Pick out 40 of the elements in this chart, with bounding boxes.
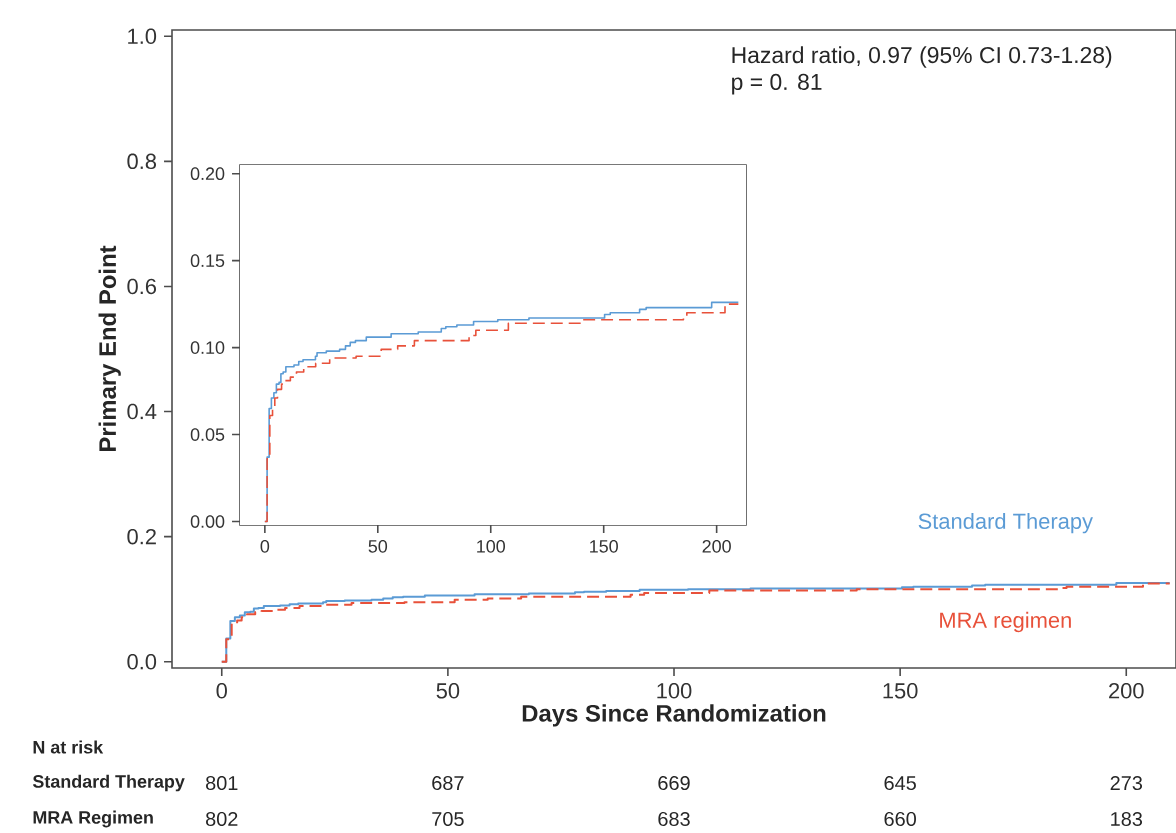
x-tick-label: 50 xyxy=(436,683,460,699)
annotation: Hazard ratio, 0.97 (95% CI 0.73-1.28) xyxy=(732,46,1112,68)
x-axis-title: Days Since Randomization xyxy=(522,704,826,727)
series-label: MRA regimen xyxy=(940,611,1071,633)
y-tick-label: 0.00 xyxy=(190,515,225,528)
y-tick-label: 0.2 xyxy=(127,528,156,545)
y-tick-label: 0.05 xyxy=(190,428,225,441)
text: MRA Regimen xyxy=(33,810,153,828)
annotation: p = 0. 81 xyxy=(732,73,822,95)
text: 801 xyxy=(206,775,238,791)
y-tick-label: 0.10 xyxy=(190,341,225,354)
y-tick-label: 0.0 xyxy=(127,654,157,670)
text: 705 xyxy=(432,811,464,827)
x-tick-label: 100 xyxy=(657,683,692,699)
x-tick-label: 50 xyxy=(368,540,388,553)
text: 669 xyxy=(658,775,690,791)
x-tick-label: 200 xyxy=(702,540,731,553)
text: 687 xyxy=(432,775,464,791)
x-tick-label: 100 xyxy=(477,540,506,553)
text: 802 xyxy=(206,811,238,827)
y-tick-label: 0.4 xyxy=(127,403,157,420)
y-tick-label: 0.8 xyxy=(127,153,157,170)
text: N at risk xyxy=(33,740,104,754)
text: Standard Therapy xyxy=(918,512,1093,534)
y-tick-label: 1.0 xyxy=(128,28,157,45)
text: 645 xyxy=(884,775,916,791)
x-tick-label: 150 xyxy=(590,540,618,553)
text: Standard Therapy xyxy=(32,774,185,792)
x-tick-label: 150 xyxy=(883,683,918,699)
x-tick-label: 0 xyxy=(216,683,227,699)
x-tick-label: 200 xyxy=(1109,683,1144,699)
y-tick-label: 0.15 xyxy=(190,254,225,268)
text: 683 xyxy=(658,811,690,827)
y-axis-title: Primary End Point xyxy=(98,245,121,452)
text: 273 xyxy=(1110,775,1143,791)
y-tick-label: 0.20 xyxy=(190,167,225,181)
text: 660 xyxy=(884,811,916,827)
text: 183 xyxy=(1111,811,1143,827)
y-tick-label: 0.6 xyxy=(127,278,157,295)
x-tick-label: 0 xyxy=(260,540,270,553)
